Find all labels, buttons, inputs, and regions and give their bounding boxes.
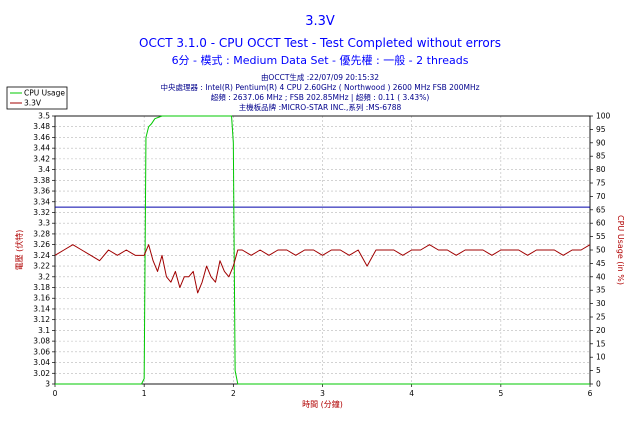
y-left-tick-label: 3.18 xyxy=(33,283,50,292)
chart-subtitle: OCCT 3.1.0 - CPU OCCT Test - Test Comple… xyxy=(139,36,501,50)
y-right-axis-label: CPU Usage (in %) xyxy=(616,215,625,285)
y-left-tick-label: 3.5 xyxy=(38,112,50,121)
y-left-tick-label: 3.24 xyxy=(33,251,50,260)
y-left-tick-label: 3.02 xyxy=(33,369,50,378)
x-tick-label: 6 xyxy=(588,389,593,398)
y-left-tick-label: 3.12 xyxy=(33,315,50,324)
y-right-tick-label: 100 xyxy=(596,112,611,121)
y-left-tick-label: 3.1 xyxy=(38,326,50,335)
y-right-tick-label: 50 xyxy=(596,246,606,255)
y-right-tick-label: 20 xyxy=(596,326,606,335)
y-left-tick-label: 3.4 xyxy=(38,165,50,174)
y-left-tick-label: 3.44 xyxy=(33,144,50,153)
info-line: 主機板品牌 :MICRO-STAR INC.,系列 :MS-6788 xyxy=(239,102,402,112)
y-left-tick-label: 3.48 xyxy=(33,122,50,131)
x-tick-label: 5 xyxy=(498,389,503,398)
y-right-tick-label: 45 xyxy=(596,259,606,268)
y-right-tick-label: 0 xyxy=(596,380,601,389)
y-left-tick-label: 3.2 xyxy=(38,272,50,281)
y-right-tick-label: 70 xyxy=(596,192,606,201)
y-right-tick-label: 25 xyxy=(596,313,606,322)
y-left-tick-label: 3.16 xyxy=(33,294,50,303)
x-axis-label: 時間 (分鐘) xyxy=(302,399,343,409)
x-tick-label: 0 xyxy=(53,389,58,398)
legend-label-volt: 3.3V xyxy=(24,99,42,108)
info-line: 由OCCT生成 :22/07/09 20:15:32 xyxy=(261,72,379,82)
y-left-tick-label: 3.08 xyxy=(33,337,50,346)
y-left-tick-label: 3.46 xyxy=(33,133,50,142)
x-tick-label: 2 xyxy=(231,389,236,398)
y-left-tick-label: 3.42 xyxy=(33,154,50,163)
y-right-tick-label: 60 xyxy=(596,219,606,228)
y-right-tick-label: 55 xyxy=(596,232,606,241)
labels-layer: 33.023.043.063.083.13.123.143.163.183.23… xyxy=(14,112,625,410)
y-left-tick-label: 3.38 xyxy=(33,176,50,185)
y-right-tick-label: 65 xyxy=(596,205,606,214)
y-left-tick-label: 3.22 xyxy=(33,262,50,271)
chart-title: 3.3V xyxy=(305,14,335,29)
y-right-tick-label: 90 xyxy=(596,138,606,147)
y-left-tick-label: 3.32 xyxy=(33,208,50,217)
y-right-tick-label: 75 xyxy=(596,179,606,188)
y-right-tick-label: 35 xyxy=(596,286,606,295)
x-tick-label: 4 xyxy=(409,389,414,398)
y-right-tick-label: 40 xyxy=(596,272,606,281)
y-left-tick-label: 3.36 xyxy=(33,187,50,196)
legend-label-cpu: CPU Usage xyxy=(24,89,65,98)
y-left-tick-label: 3.04 xyxy=(33,358,50,367)
info-line: 中央處理器 : Intel(R) Pentium(R) 4 CPU 2.60GH… xyxy=(160,82,479,92)
mode-line: 6分 - 模式 : Medium Data Set - 優先權 : 一般 - 2… xyxy=(172,54,469,67)
y-left-tick-label: 3.14 xyxy=(33,304,50,313)
y-left-tick-label: 3.06 xyxy=(33,347,50,356)
y-right-tick-label: 15 xyxy=(596,339,606,348)
info-line: 超頻 : 2637.06 MHz ; FSB 202.85MHz | 超頻 : … xyxy=(211,92,430,102)
x-tick-label: 1 xyxy=(142,389,147,398)
series-line-cpu-usage xyxy=(55,115,590,385)
y-left-tick-label: 3.34 xyxy=(33,197,50,206)
y-left-axis-label: 電壓 (伏特) xyxy=(14,230,24,271)
y-right-tick-label: 5 xyxy=(596,366,601,375)
y-left-tick-label: 3.3 xyxy=(38,219,50,228)
series-layer xyxy=(54,115,591,385)
x-tick-label: 3 xyxy=(320,389,325,398)
y-right-tick-label: 30 xyxy=(596,299,606,308)
y-left-tick-label: 3.26 xyxy=(33,240,50,249)
legend: CPU Usage 3.3V xyxy=(6,86,68,110)
series-line-voltage xyxy=(54,244,591,294)
y-right-tick-label: 80 xyxy=(596,165,606,174)
y-left-tick-label: 3 xyxy=(45,380,50,389)
y-left-tick-label: 3.28 xyxy=(33,229,50,238)
y-right-tick-label: 10 xyxy=(596,353,606,362)
y-right-tick-label: 95 xyxy=(596,125,606,134)
y-right-tick-label: 85 xyxy=(596,152,606,161)
